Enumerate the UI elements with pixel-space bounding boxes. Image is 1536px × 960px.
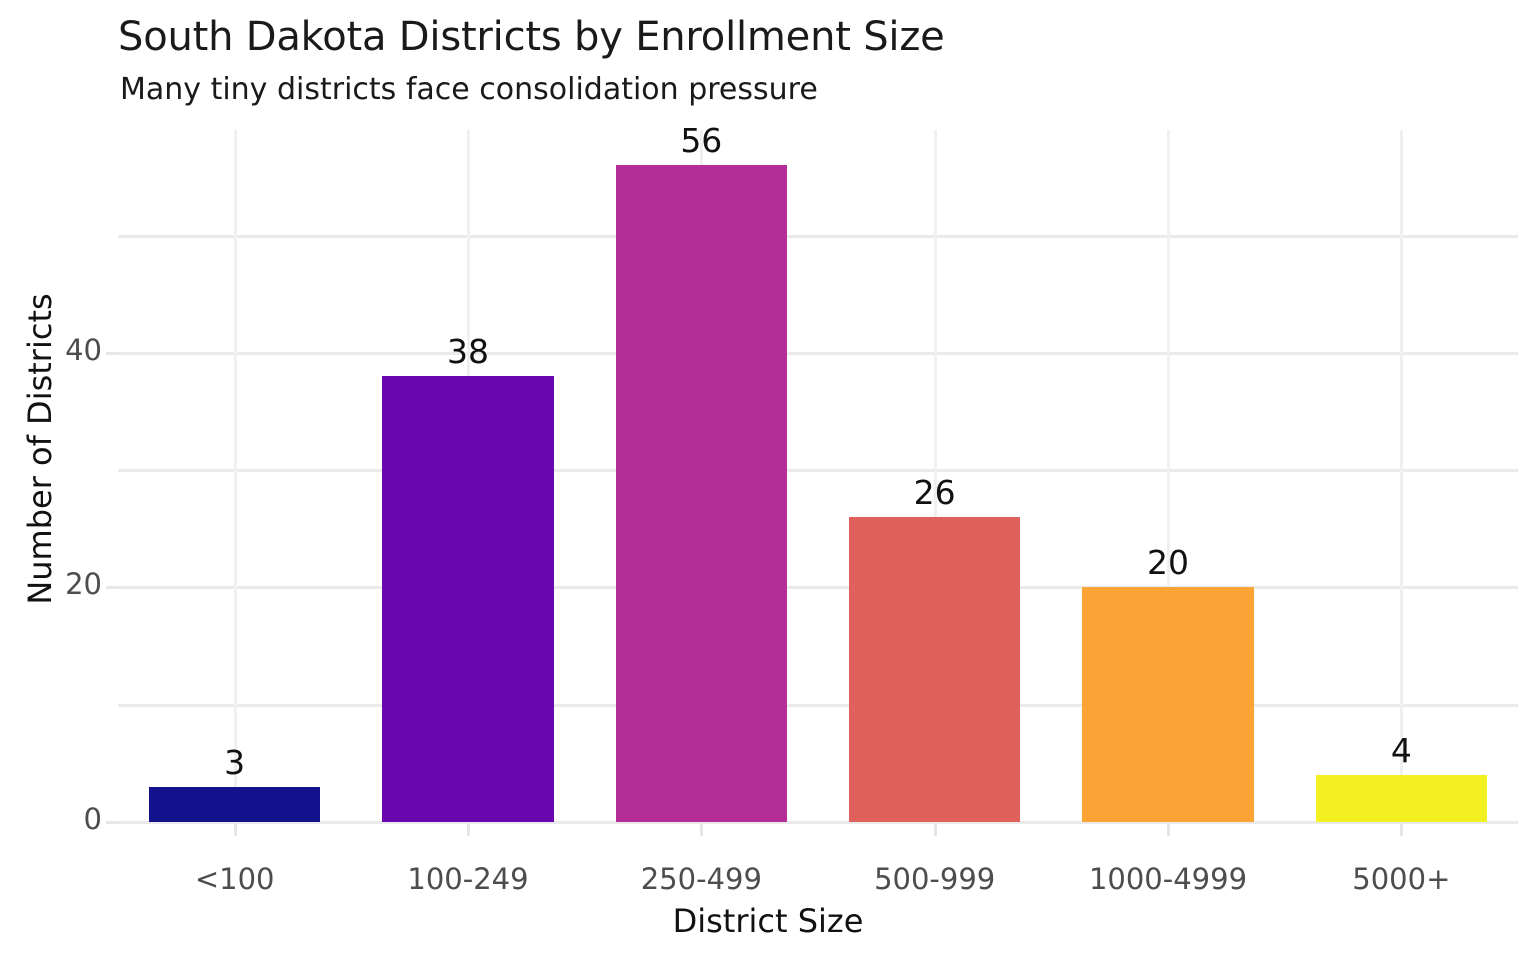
x-tick-label: 5000+ <box>1352 862 1451 896</box>
plot-area: 3 38 56 26 20 4 <box>118 121 1518 824</box>
bar-value-label: 3 <box>224 742 246 782</box>
y-tick-label: 20 <box>65 567 102 602</box>
x-tick-mark <box>700 824 704 836</box>
x-tick-mark <box>933 824 937 836</box>
chart-title: South Dakota Districts by Enrollment Siz… <box>118 14 945 60</box>
gridline-horizontal <box>118 703 1518 707</box>
y-tick-mark <box>106 821 118 824</box>
bar-value-label: 20 <box>1146 543 1189 583</box>
bar-value-label: 56 <box>680 121 723 161</box>
x-axis-label: District Size <box>672 902 864 940</box>
gridline-vertical <box>933 130 937 822</box>
y-tick-label: 40 <box>65 332 102 367</box>
gridline-horizontal <box>118 586 1518 590</box>
bar-value-label: 26 <box>913 473 956 513</box>
y-axis-label: Number of Districts <box>21 293 59 605</box>
gridline-vertical <box>233 130 237 822</box>
bar-5000[interactable] <box>1315 775 1488 822</box>
x-tick-label: 250-499 <box>640 862 762 896</box>
gridline-vertical <box>1167 130 1170 822</box>
gridline-horizontal <box>118 351 1518 355</box>
x-tick-mark <box>1400 824 1404 836</box>
x-tick-mark <box>467 824 470 836</box>
bar-value-label: 4 <box>1390 731 1412 771</box>
bar-value-label: 38 <box>446 332 489 372</box>
bar-250499[interactable] <box>615 165 788 822</box>
x-tick-mark <box>233 824 237 836</box>
x-tick-label: 1000-4999 <box>1088 862 1248 896</box>
gridline-horizontal <box>118 821 1518 824</box>
gridline-horizontal <box>118 234 1518 238</box>
y-tick-label: 0 <box>83 802 102 836</box>
bar-500999[interactable] <box>848 517 1021 822</box>
y-tick-mark <box>106 351 118 355</box>
x-tick-label: 500-999 <box>874 862 996 896</box>
gridline-horizontal <box>118 469 1518 473</box>
bar-100249[interactable] <box>382 376 554 822</box>
gridline-vertical <box>1400 130 1404 822</box>
bar-10004999[interactable] <box>1082 587 1254 822</box>
x-tick-label: 100-249 <box>407 862 529 896</box>
y-tick-mark <box>106 586 118 590</box>
x-tick-label: <100 <box>194 862 275 896</box>
bar-100[interactable] <box>148 786 321 822</box>
x-tick-mark <box>1167 824 1170 836</box>
chart-subtitle: Many tiny districts face consolidation p… <box>120 72 818 107</box>
